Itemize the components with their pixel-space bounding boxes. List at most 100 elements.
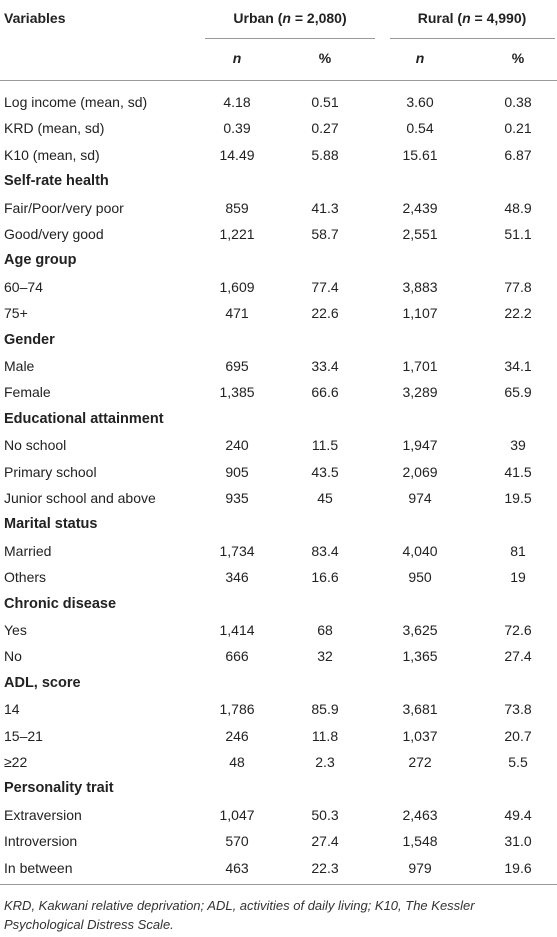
cell: 45 [317, 490, 333, 506]
row-label: 15–21 [4, 727, 43, 744]
cell: 41.3 [311, 199, 339, 216]
group-header: Urban (n = 2,080) [233, 10, 346, 26]
cell: 5.5 [508, 754, 528, 770]
cell: 666 [225, 648, 249, 665]
cell: 2,439 [402, 199, 438, 216]
cell: 463 [225, 859, 249, 876]
row-label: 75+ [4, 305, 28, 322]
cell: 22.3 [311, 859, 339, 876]
cell: 14.49 [219, 146, 255, 163]
cell: 3,883 [402, 278, 438, 295]
cell: 19 [510, 569, 526, 586]
cell: 6.87 [504, 146, 532, 163]
bottom-rule [0, 884, 557, 885]
cell: 27.4 [311, 833, 339, 850]
cell: 1,786 [219, 701, 255, 718]
cell: 1,107 [402, 305, 438, 322]
section-label: Educational attainment [4, 410, 164, 427]
row-label: KRD (mean, sd) [4, 120, 105, 137]
cell: 1,701 [402, 358, 438, 374]
cell: 19.6 [504, 859, 532, 876]
row-label: Male [4, 358, 35, 374]
header-part: n [282, 10, 291, 26]
cell: 41.5 [504, 463, 532, 480]
row-label: Extraversion [4, 806, 82, 823]
cell: 68 [317, 622, 333, 638]
cell: 65.9 [504, 384, 532, 401]
cell: 905 [225, 463, 249, 480]
row-label: Female [4, 384, 51, 401]
cell: 48.9 [504, 199, 532, 216]
row-label: Good/very good [4, 226, 104, 242]
cell: 20.7 [504, 727, 532, 744]
cell: 19.5 [504, 490, 532, 506]
section-label: Gender [4, 331, 55, 348]
subheader: % [318, 50, 332, 66]
cell: 72.6 [504, 622, 532, 638]
cell: 1,734 [219, 542, 255, 559]
subheader: n [415, 50, 425, 66]
group-rule [205, 38, 375, 39]
footnote: KRD, Kakwani relative deprivation; ADL, … [4, 898, 475, 932]
cell: 3,681 [402, 701, 438, 718]
cell: 1,947 [402, 437, 438, 454]
header-part: Rural ( [417, 10, 463, 26]
cell: 1,609 [219, 278, 255, 295]
cell: 3.60 [406, 94, 434, 110]
row-label: Introversion [4, 833, 78, 850]
cell: 22.6 [311, 305, 339, 322]
cell: 1,047 [219, 806, 255, 823]
cell: 83.4 [311, 542, 339, 559]
cell: 39 [510, 437, 526, 454]
subheader: % [511, 50, 525, 66]
row-label: 14 [4, 701, 20, 718]
cell: 1,385 [219, 384, 255, 401]
header-part: Urban ( [233, 10, 283, 26]
cell: 31.0 [504, 833, 532, 850]
cell: 2,551 [402, 226, 438, 242]
cell: 1,414 [219, 622, 255, 638]
section-label: Chronic disease [4, 595, 117, 612]
cell: 935 [225, 490, 249, 506]
cell: 950 [408, 569, 432, 586]
row-label: 60–74 [4, 278, 43, 295]
cell: 272 [408, 754, 432, 770]
cell: 49.4 [504, 806, 532, 823]
section-label: ADL, score [4, 674, 81, 691]
cell: 0.51 [311, 94, 339, 110]
cell: 1,037 [402, 727, 438, 744]
row-label: Log income (mean, sd) [4, 94, 148, 110]
cell: 58.7 [311, 226, 339, 242]
cell: 4.18 [223, 94, 251, 110]
cell: 246 [225, 727, 249, 744]
cell: 0.38 [504, 94, 532, 110]
header-cell: Variables [4, 10, 66, 26]
cell: 1,365 [402, 648, 438, 665]
header-rule [0, 80, 557, 81]
row-label: Primary school [4, 463, 97, 480]
row-label: Others [4, 569, 47, 586]
cell: 34.1 [504, 358, 532, 374]
cell: 3,289 [402, 384, 438, 401]
cell: 81 [510, 542, 526, 559]
cell: 50.3 [311, 806, 339, 823]
cell: 859 [225, 199, 249, 216]
cell: 48 [229, 754, 245, 770]
cell: 4,040 [402, 542, 438, 559]
row-label: In between [4, 859, 73, 876]
header-part: n [462, 10, 471, 26]
cell: 73.8 [504, 701, 532, 718]
row-label: Fair/Poor/very poor [4, 199, 124, 216]
row-label: K10 (mean, sd) [4, 146, 100, 163]
cell: 1,221 [219, 226, 255, 242]
cell: 0.54 [406, 120, 434, 137]
cell: 5.88 [311, 146, 339, 163]
cell: 15.61 [402, 146, 438, 163]
cell: 0.39 [223, 120, 251, 137]
cell: 2,069 [402, 463, 438, 480]
section-label: Age group [4, 252, 77, 269]
cell: 2,463 [402, 806, 438, 823]
group-rule [390, 38, 555, 39]
header-part: = 4,990) [470, 10, 527, 26]
cell: 240 [225, 437, 249, 454]
